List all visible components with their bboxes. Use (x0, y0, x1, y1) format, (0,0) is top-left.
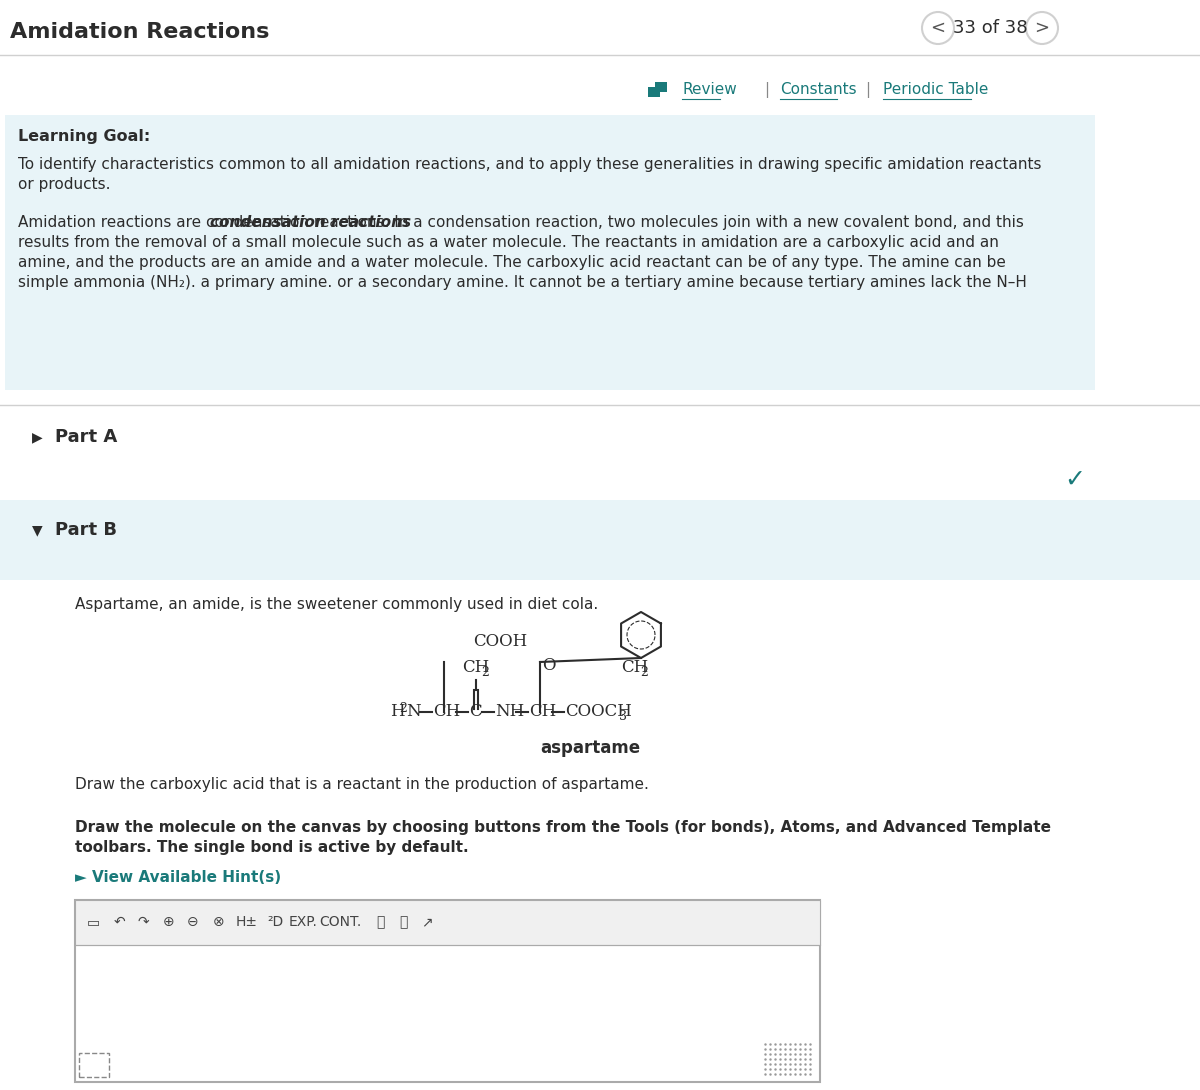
FancyBboxPatch shape (655, 82, 667, 92)
Text: H: H (390, 703, 404, 720)
Text: Amidation Reactions: Amidation Reactions (10, 22, 269, 43)
Text: Review: Review (682, 83, 737, 97)
Text: amine, and the products are an amide and a water molecule. The carboxylic acid r: amine, and the products are an amide and… (18, 255, 1006, 270)
Text: ⊕: ⊕ (163, 915, 175, 929)
Text: ► View Available Hint(s): ► View Available Hint(s) (74, 871, 281, 885)
Text: COOCH: COOCH (565, 703, 632, 720)
Text: Periodic Table: Periodic Table (883, 83, 989, 97)
Text: ²D: ²D (266, 915, 283, 929)
Text: ⓘ: ⓘ (376, 915, 384, 929)
Text: COOH: COOH (473, 633, 527, 651)
Text: CH: CH (529, 703, 557, 720)
Text: Aspartame, an amide, is the sweetener commonly used in diet cola.: Aspartame, an amide, is the sweetener co… (74, 596, 599, 611)
Text: 33 of 38: 33 of 38 (953, 19, 1027, 37)
Text: 2: 2 (640, 666, 648, 679)
Text: Draw the carboxylic acid that is a reactant in the production of aspartame.: Draw the carboxylic acid that is a react… (74, 776, 649, 791)
Text: |: | (764, 82, 769, 98)
Text: Part A: Part A (55, 428, 118, 446)
Text: Draw the molecule on the canvas by choosing buttons from the Tools (for bonds), : Draw the molecule on the canvas by choos… (74, 820, 1051, 835)
Text: simple ammonia (NH₂). a primary amine. or a secondary amine. It cannot be a tert: simple ammonia (NH₂). a primary amine. o… (18, 275, 1027, 290)
Text: ⊗: ⊗ (214, 915, 224, 929)
Text: NH: NH (496, 703, 524, 720)
Text: H±: H± (236, 915, 258, 929)
Text: To identify characteristics common to all amidation reactions, and to apply thes: To identify characteristics common to al… (18, 157, 1042, 172)
Text: N: N (406, 703, 421, 720)
Text: toolbars. The single bond is active by default.: toolbars. The single bond is active by d… (74, 840, 469, 855)
FancyBboxPatch shape (648, 87, 660, 97)
Text: CONT.: CONT. (319, 915, 361, 929)
Text: 2: 2 (398, 702, 407, 715)
Text: ▶: ▶ (32, 429, 43, 444)
Text: ⊖: ⊖ (187, 915, 199, 929)
Text: 3: 3 (619, 711, 628, 724)
Text: ↷: ↷ (137, 915, 149, 929)
Text: >: > (1034, 19, 1050, 37)
Text: ↶: ↶ (113, 915, 125, 929)
FancyBboxPatch shape (74, 900, 820, 1082)
Text: |: | (865, 82, 870, 98)
FancyBboxPatch shape (74, 900, 820, 945)
Text: <: < (930, 19, 946, 37)
Text: ↗: ↗ (421, 915, 433, 929)
Text: ✓: ✓ (1064, 468, 1086, 492)
Text: or products.: or products. (18, 177, 110, 192)
Text: ▼: ▼ (32, 523, 43, 537)
Text: Learning Goal:: Learning Goal: (18, 130, 150, 145)
Text: O: O (542, 657, 556, 675)
Text: 2: 2 (481, 666, 488, 679)
Text: CH: CH (622, 659, 648, 677)
Text: CH: CH (462, 659, 490, 677)
Text: EXP.: EXP. (288, 915, 318, 929)
Text: ▭: ▭ (86, 915, 100, 929)
Text: CH: CH (433, 703, 461, 720)
Text: results from the removal of a small molecule such as a water molecule. The react: results from the removal of a small mole… (18, 235, 998, 250)
Text: Constants: Constants (780, 83, 857, 97)
Text: ❓: ❓ (398, 915, 407, 929)
Text: C: C (469, 703, 481, 720)
Text: Part B: Part B (55, 521, 118, 538)
Text: condensation reactions: condensation reactions (210, 215, 412, 230)
Text: aspartame: aspartame (540, 739, 640, 756)
FancyBboxPatch shape (0, 500, 1200, 580)
FancyBboxPatch shape (5, 116, 1096, 390)
Text: Amidation reactions are condensation reactions. In a condensation reaction, two : Amidation reactions are condensation rea… (18, 215, 1024, 230)
